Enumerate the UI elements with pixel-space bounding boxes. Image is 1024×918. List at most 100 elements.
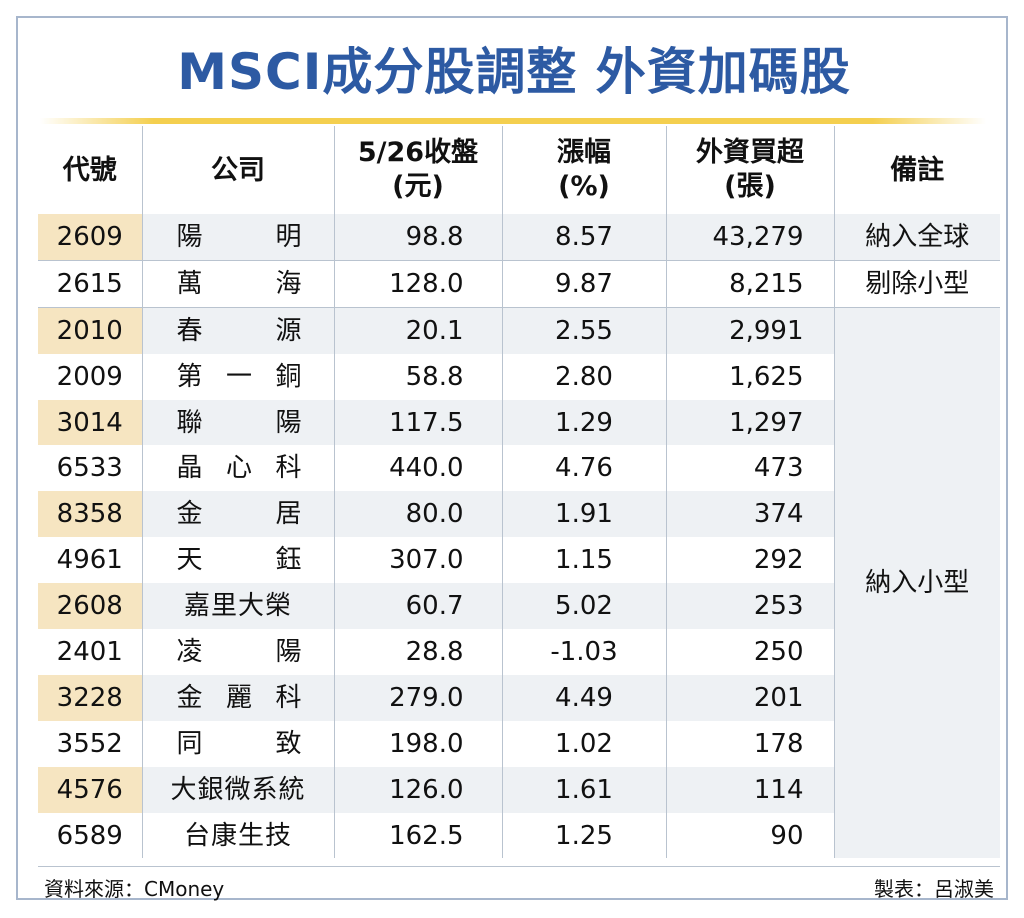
foreign-net-buy: 1,625 [665, 353, 834, 400]
price-change: 5.02 [501, 583, 666, 630]
company-name-part: 一 [225, 361, 252, 392]
close-price: 126.0 [333, 766, 502, 813]
header-foreign-buy-label: 外資買超 [696, 137, 804, 168]
header-company: 公司 [141, 126, 334, 214]
price-change: 4.49 [501, 674, 666, 721]
company-name-part: 凌 [176, 636, 203, 667]
company-name-part: 明 [275, 221, 302, 252]
stock-table: 代號 公司 5/26收盤 (元) 漲幅 (%) 外資買超 (張) 備註 2609… [38, 126, 1000, 859]
stock-code: 2615 [38, 259, 142, 308]
stock-code: 2608 [38, 583, 142, 630]
company-name-text: 春源 [143, 318, 334, 344]
foreign-net-buy: 201 [665, 674, 834, 721]
maker-credit: 製表：呂淑美 [874, 877, 994, 901]
company-name-part: 台康生技 [183, 820, 292, 851]
price-change: 1.61 [501, 766, 666, 813]
foreign-net-buy: 292 [665, 537, 834, 584]
price-change: 2.80 [501, 353, 666, 400]
company-name-part: 同 [176, 728, 203, 759]
stock-code: 4576 [38, 766, 142, 813]
company-name-part: 銅 [275, 361, 302, 392]
table-row: 6533 晶心科 440.0 4.76 473 [38, 445, 1000, 492]
stock-code: 6589 [38, 812, 142, 859]
foreign-net-buy: 2,991 [665, 306, 834, 354]
company-name-text: 金麗科 [143, 685, 334, 711]
company-name-text: 聯陽 [143, 410, 334, 436]
header-close-unit: (元) [392, 171, 444, 202]
company-name-part: 陽 [275, 636, 302, 667]
table-row: 2615 萬海 128.0 9.87 8,215 剔除小型 [38, 259, 1000, 308]
company-name-part: 金 [176, 682, 203, 713]
foreign-net-buy: 253 [665, 583, 834, 630]
company-name-part: 第 [176, 361, 203, 392]
company-name-text: 第一銅 [143, 364, 334, 390]
title-divider [40, 118, 986, 124]
company-name-part: 陽 [176, 221, 203, 252]
stock-code: 4961 [38, 537, 142, 584]
company-name-part: 金 [176, 499, 203, 530]
header-change: 漲幅 (%) [501, 126, 666, 214]
stock-code: 2010 [38, 306, 142, 354]
price-change: 4.76 [501, 445, 666, 492]
company-name: 萬海 [141, 259, 334, 308]
stock-code: 2401 [38, 629, 142, 675]
header-close: 5/26收盤 (元) [333, 126, 502, 214]
header-close-label: 5/26收盤 [357, 137, 479, 168]
company-name-part: 海 [275, 268, 302, 299]
stock-code: 6533 [38, 445, 142, 492]
company-name-text: 凌陽 [143, 639, 334, 665]
remark-group: 納入小型 [833, 306, 1000, 859]
table-row: 3014 聯陽 117.5 1.29 1,297 [38, 399, 1000, 446]
company-name-part: 麗 [225, 682, 252, 713]
foreign-net-buy: 473 [665, 445, 834, 492]
remark: 剔除小型 [833, 259, 1000, 308]
close-price: 440.0 [333, 445, 502, 492]
page-title: MSCI成分股調整 外資加碼股 [177, 43, 851, 101]
stock-code: 3552 [38, 720, 142, 767]
close-price: 58.8 [333, 353, 502, 400]
table-row: 6589 台康生技 162.5 1.25 90 [38, 812, 1000, 859]
close-price: 198.0 [333, 720, 502, 767]
foreign-net-buy: 8,215 [665, 259, 834, 308]
close-price: 307.0 [333, 537, 502, 584]
close-price: 80.0 [333, 491, 502, 538]
company-name: 同致 [141, 720, 334, 767]
company-name-text: 嘉里大榮 [143, 593, 334, 619]
company-name: 聯陽 [141, 399, 334, 446]
company-name-part: 心 [225, 453, 252, 484]
table-row: 4961 天鈺 307.0 1.15 292 [38, 537, 1000, 584]
header-foreign-buy-unit: (張) [724, 171, 776, 202]
price-change: 1.15 [501, 537, 666, 584]
company-name: 第一銅 [141, 353, 334, 400]
company-name-part: 萬 [176, 268, 203, 299]
foreign-net-buy: 1,297 [665, 399, 834, 446]
company-name: 金麗科 [141, 674, 334, 721]
close-price: 117.5 [333, 399, 502, 446]
foreign-net-buy: 90 [665, 812, 834, 859]
table-body: 2609 陽明 98.8 8.57 43,279 納入全球 2615 萬海 128.0 9.87 8… [38, 214, 1000, 859]
company-name-text: 晶心科 [143, 455, 334, 481]
foreign-net-buy: 250 [665, 629, 834, 675]
company-name-text: 天鈺 [143, 547, 334, 573]
company-name-part: 科 [275, 453, 302, 484]
company-name: 大銀微系統 [141, 766, 334, 813]
table-row: 8358 金居 80.0 1.91 374 [38, 491, 1000, 538]
table-row: 2009 第一銅 58.8 2.80 1,625 [38, 353, 1000, 400]
company-name: 金居 [141, 491, 334, 538]
company-name: 陽明 [141, 214, 334, 261]
infographic-frame: MSCI成分股調整 外資加碼股 代號 公司 5/26收盤 (元) 漲幅 (%) [16, 16, 1008, 901]
price-change: 1.02 [501, 720, 666, 767]
close-price: 128.0 [333, 259, 502, 308]
company-name: 春源 [141, 306, 334, 354]
stock-code: 8358 [38, 491, 142, 538]
company-name-part: 科 [275, 682, 302, 713]
table-row: 3228 金麗科 279.0 4.49 201 [38, 674, 1000, 721]
table-row: 2401 凌陽 28.8 -1.03 250 [38, 629, 1000, 675]
header-row: 代號 公司 5/26收盤 (元) 漲幅 (%) 外資買超 (張) 備註 [38, 126, 1000, 214]
company-name-part: 大銀微系統 [170, 774, 306, 805]
header-change-label: 漲幅 [557, 137, 611, 168]
company-name-part: 天 [176, 545, 203, 576]
company-name: 晶心科 [141, 445, 334, 492]
close-price: 60.7 [333, 583, 502, 630]
company-name-part: 鈺 [275, 545, 302, 576]
